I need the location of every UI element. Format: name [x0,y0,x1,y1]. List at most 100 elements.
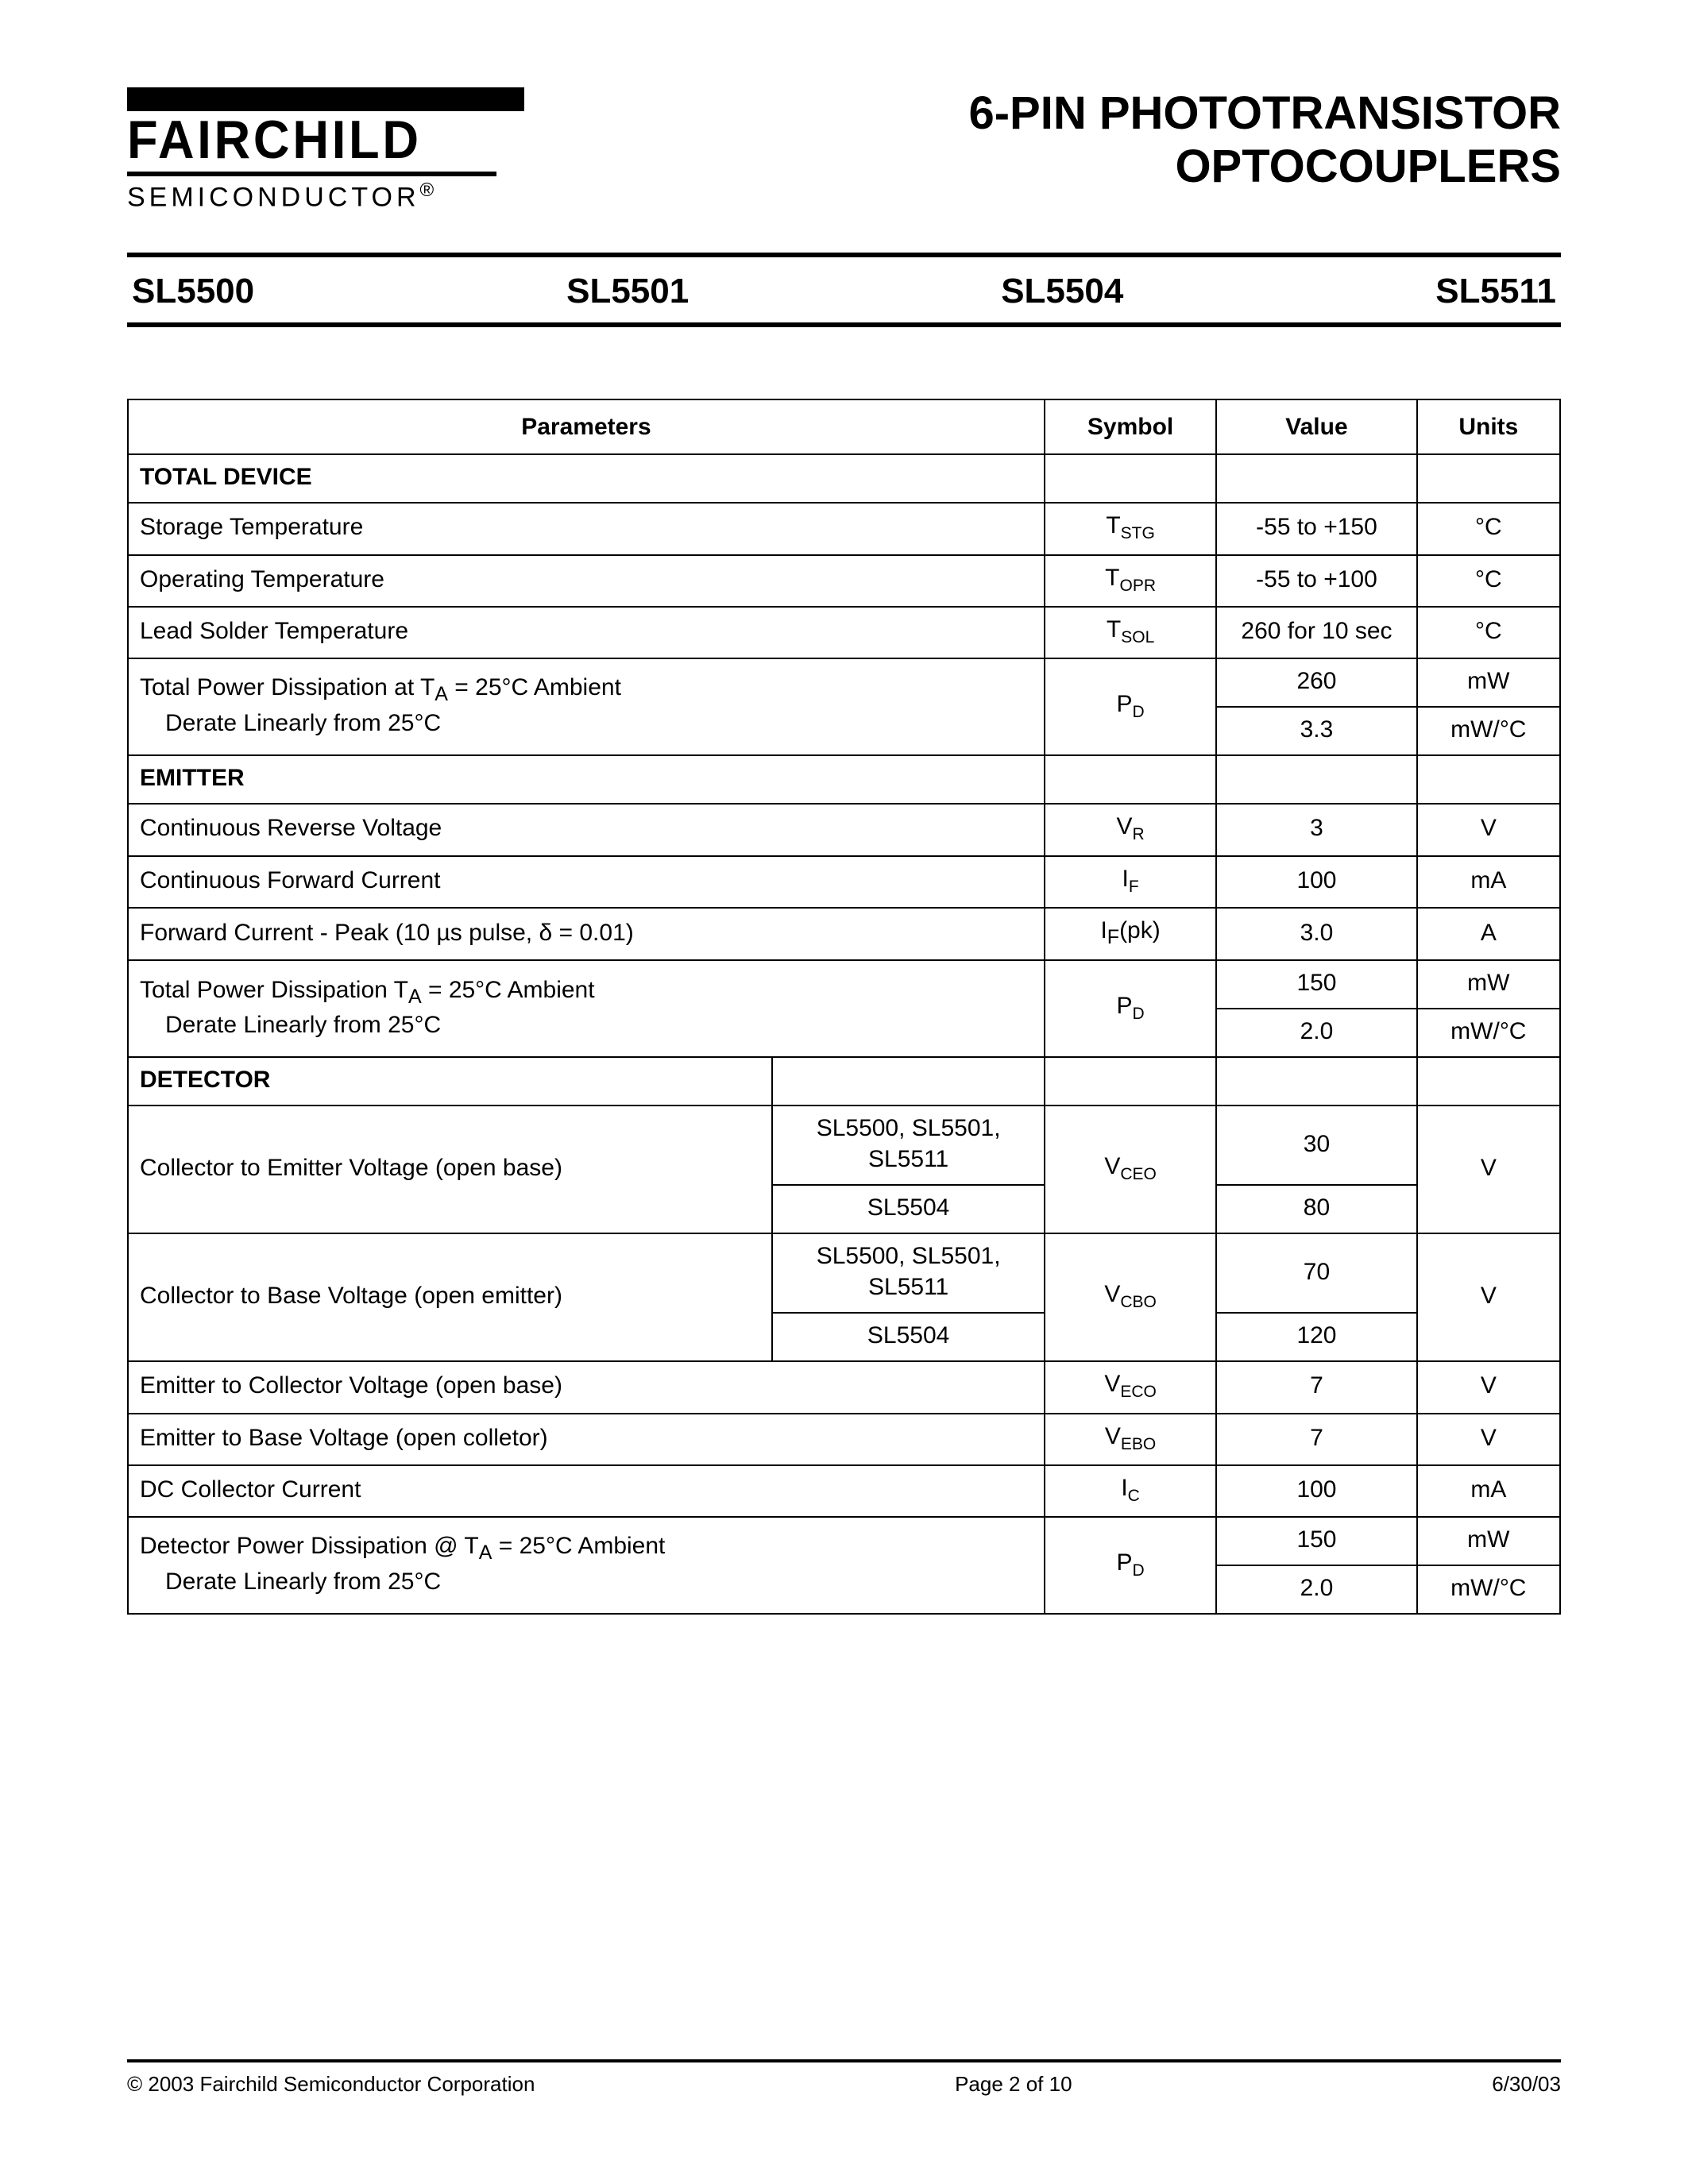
param-cont-rev-v: Continuous Reverse Voltage [128,804,1045,855]
value-cell: 2.0 [1216,1565,1416,1614]
table-row: Continuous Reverse Voltage VR 3 V [128,804,1560,855]
unit-cell: mW/°C [1417,707,1560,755]
value-cell: 150 [1216,1517,1416,1565]
footer-page: Page 2 of 10 [955,2072,1072,2097]
cell [1045,454,1216,503]
sym-sub: D [1133,703,1145,721]
param-vcbo: Collector to Base Voltage (open emitter) [128,1233,772,1361]
value-cell: 3 [1216,804,1416,855]
value-cell: 70 [1216,1233,1416,1313]
table-row: TOTAL DEVICE [128,454,1560,503]
model-0: SL5500 [132,272,254,311]
page-footer: © 2003 Fairchild Semiconductor Corporati… [127,2059,1561,2097]
sym-sub: CEO [1120,1165,1157,1183]
model-3: SL5511 [1435,272,1556,311]
logo: FAIRCHILD SEMICONDUCTOR® [127,87,524,213]
param-vceo: Collector to Emitter Voltage (open base) [128,1106,772,1233]
value-cell: 7 [1216,1414,1416,1465]
table-row: Collector to Base Voltage (open emitter)… [128,1233,1560,1313]
device-variant: SL5500, SL5501, SL5511 [772,1106,1045,1185]
unit-cell: mW [1417,1517,1560,1565]
logo-subtitle: SEMICONDUCTOR® [127,179,524,213]
table-row: DETECTOR [128,1057,1560,1106]
sym-sub: C [1128,1487,1140,1505]
pd-line1: Total Power Dissipation at TA = 25°C Amb… [140,674,621,700]
pd-line2: Derate Linearly from 25°C [140,1566,441,1597]
param-vebo: Emitter to Base Voltage (open colletor) [128,1414,1045,1465]
pd-line2: Derate Linearly from 25°C [140,708,441,739]
table-row: DC Collector Current IC 100 mA [128,1465,1560,1517]
model-2: SL5504 [1001,272,1123,311]
unit-cell: °C [1417,555,1560,607]
table-row: Continuous Forward Current IF 100 mA [128,856,1560,908]
sym-base: I [1122,866,1129,892]
value-cell: -55 to +150 [1216,503,1416,554]
unit-cell: mA [1417,1465,1560,1517]
symbol-cell: VR [1045,804,1216,855]
sym-base: V [1104,1281,1120,1307]
sym-sub: CBO [1120,1293,1157,1311]
value-cell: 80 [1216,1185,1416,1233]
model-1: SL5501 [566,272,689,311]
table-row: Total Power Dissipation TA = 25°C Ambien… [128,960,1560,1009]
divider [127,2059,1561,2062]
value-cell: 2.0 [1216,1009,1416,1057]
document-title: 6-PIN PHOTOTRANSISTOR OPTOCOUPLERS [524,87,1561,193]
symbol-cell: VEBO [1045,1414,1216,1465]
unit-cell: mW [1417,960,1560,1009]
symbol-cell: PD [1045,658,1216,755]
pd-line1: Total Power Dissipation TA = 25°C Ambien… [140,977,595,1003]
unit-cell: V [1417,804,1560,855]
header-units: Units [1417,399,1560,454]
sym-sub: SOL [1121,628,1154,646]
value-cell: 150 [1216,960,1416,1009]
title-line-1: 6-PIN PHOTOTRANSISTOR [556,87,1561,141]
table-row: Total Power Dissipation at TA = 25°C Amb… [128,658,1560,707]
unit-cell: V [1417,1361,1560,1413]
sym-sub: OPR [1119,577,1156,595]
sym-base: T [1107,616,1121,642]
table-row: Lead Solder Temperature TSOL 260 for 10 … [128,607,1560,658]
section-total-device: TOTAL DEVICE [128,454,1045,503]
unit-cell: mW [1417,658,1560,707]
table-header-row: Parameters Symbol Value Units [128,399,1560,454]
table-row: Emitter to Base Voltage (open colletor) … [128,1414,1560,1465]
param-total-pd: Total Power Dissipation at TA = 25°C Amb… [128,658,1045,755]
device-variant: SL5504 [772,1313,1045,1361]
header: FAIRCHILD SEMICONDUCTOR® 6-PIN PHOTOTRAN… [127,87,1561,213]
pd-line2: Derate Linearly from 25°C [140,1009,441,1040]
ratings-table: Parameters Symbol Value Units TOTAL DEVI… [127,399,1561,1615]
unit-cell: mA [1417,856,1560,908]
unit-cell: mW/°C [1417,1565,1560,1614]
model-list: SL5500 SL5501 SL5504 SL5511 [127,257,1561,322]
symbol-cell: VECO [1045,1361,1216,1413]
logo-bar [127,87,524,111]
value-cell: 120 [1216,1313,1416,1361]
pd-line1: Detector Power Dissipation @ TA = 25°C A… [140,1533,665,1559]
sym-sub: F [1129,878,1139,896]
table-row: Detector Power Dissipation @ TA = 25°C A… [128,1517,1560,1565]
footer-copyright: © 2003 Fairchild Semiconductor Corporati… [127,2072,535,2097]
sym-sub: R [1133,825,1145,843]
sym-base: T [1105,565,1119,591]
logo-sub-text: SEMICONDUCTOR [127,182,420,212]
symbol-cell: PD [1045,1517,1216,1614]
symbol-cell: TSOL [1045,607,1216,658]
unit-cell: V [1417,1414,1560,1465]
param-ic: DC Collector Current [128,1465,1045,1517]
unit-cell: V [1417,1233,1560,1361]
value-cell: 260 [1216,658,1416,707]
registered-icon: ® [420,179,438,201]
symbol-cell: TOPR [1045,555,1216,607]
sym-base: I [1121,1475,1127,1501]
table-row: Storage Temperature TSTG -55 to +150 °C [128,503,1560,554]
sym-sub: EBO [1121,1435,1156,1453]
symbol-cell: IC [1045,1465,1216,1517]
device-variant: SL5500, SL5501, SL5511 [772,1233,1045,1313]
unit-cell: A [1417,908,1560,961]
title-line-2: OPTOCOUPLERS [556,141,1561,194]
sym-base: V [1105,1423,1121,1449]
sym-base: T [1106,512,1120,538]
param-emitter-pd: Total Power Dissipation TA = 25°C Ambien… [128,960,1045,1057]
header-value: Value [1216,399,1416,454]
